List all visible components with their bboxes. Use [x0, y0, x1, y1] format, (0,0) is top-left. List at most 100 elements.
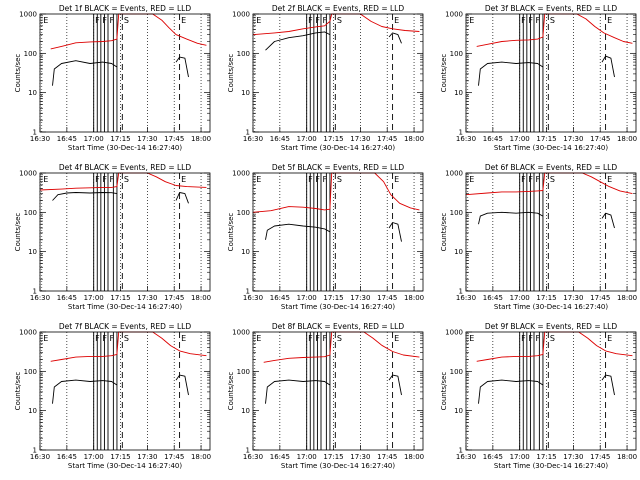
y-tick-label: 100	[237, 50, 250, 58]
panel-title: Det 8f BLACK = Events, RED = LLD	[272, 322, 405, 331]
event-marker-label: E	[469, 334, 474, 343]
lld-series-line	[263, 331, 420, 363]
lld-series-line	[252, 172, 420, 213]
x-tick-label: 17:15	[110, 294, 130, 302]
events-series-line	[52, 379, 118, 404]
plot-frame	[465, 172, 637, 292]
panel-6: Det 6f BLACK = Events, RED = LLD 1 10 100 10…	[440, 163, 637, 311]
y-tick-label: 10	[454, 89, 463, 97]
panel-7: Det 7f BLACK = Events, RED = LLD 1 10 100 10…	[14, 322, 211, 470]
x-tick-label: 16:30	[456, 294, 476, 302]
x-tick-label: 17:45	[164, 294, 184, 302]
x-tick-label: 16:30	[30, 453, 50, 461]
x-tick-label: 17:30	[137, 453, 157, 461]
x-tick-label: 17:30	[137, 294, 157, 302]
x-tick-label: 17:00	[510, 294, 530, 302]
event-marker-label: S	[550, 334, 555, 343]
x-tick-label: 17:00	[84, 453, 104, 461]
events-series-line	[478, 61, 544, 86]
events-series-line	[175, 192, 189, 204]
y-tick-label: 1	[459, 288, 463, 296]
x-tick-label: 18:00	[404, 294, 424, 302]
y-axis-label: Counts/sec	[440, 54, 448, 93]
event-marker-label: E	[469, 175, 474, 184]
y-tick-label: 1	[459, 447, 463, 455]
y-tick-label: 1	[33, 129, 37, 137]
y-tick-label: 1000	[232, 329, 250, 337]
x-tick-label: 17:30	[563, 453, 583, 461]
event-marker-label: S	[550, 175, 555, 184]
events-series-line	[265, 31, 331, 51]
plot-frame	[465, 13, 637, 133]
y-tick-label: 10	[241, 407, 250, 415]
x-tick-label: 16:45	[57, 135, 77, 143]
lld-series-line	[476, 331, 633, 362]
events-series-line	[601, 212, 615, 229]
plot-frame	[252, 13, 424, 133]
x-tick-label: 17:30	[563, 294, 583, 302]
event-marker-label: E	[43, 175, 48, 184]
events-series-line	[601, 374, 615, 396]
x-tick-label: 17:30	[350, 294, 370, 302]
events-series-line	[388, 222, 402, 242]
panel-title: Det 4f BLACK = Events, RED = LLD	[59, 163, 192, 172]
event-marker-label: F	[323, 334, 328, 343]
y-tick-label: 10	[241, 248, 250, 256]
event-marker-label: F	[323, 16, 328, 25]
event-marker-label: E	[181, 334, 186, 343]
x-tick-label: 17:45	[164, 453, 184, 461]
event-marker-label: F	[110, 334, 115, 343]
event-marker-label: F	[110, 16, 115, 25]
x-axis-label: Start Time (30-Dec-14 16:27:40)	[494, 303, 608, 311]
events-series-line	[265, 223, 331, 240]
y-tick-label: 100	[24, 209, 37, 217]
y-tick-label: 1	[246, 447, 250, 455]
x-tick-label: 17:45	[377, 294, 397, 302]
y-tick-label: 10	[454, 248, 463, 256]
x-axis-label: Start Time (30-Dec-14 16:27:40)	[281, 303, 395, 311]
x-tick-label: 16:30	[243, 453, 263, 461]
event-marker-label: S	[550, 16, 555, 25]
x-tick-label: 17:45	[590, 135, 610, 143]
x-tick-label: 17:15	[536, 453, 556, 461]
panel-title: Det 3f BLACK = Events, RED = LLD	[485, 4, 618, 13]
x-tick-label: 17:30	[137, 135, 157, 143]
y-tick-label: 100	[450, 50, 463, 58]
y-axis-label: Counts/sec	[227, 213, 235, 252]
x-tick-label: 17:00	[510, 453, 530, 461]
x-tick-label: 17:30	[563, 135, 583, 143]
x-tick-label: 16:30	[456, 135, 476, 143]
panel-title: Det 1f BLACK = Events, RED = LLD	[59, 4, 192, 13]
lld-series-line	[39, 172, 207, 191]
x-tick-label: 17:45	[590, 294, 610, 302]
x-tick-label: 17:30	[350, 135, 370, 143]
event-marker-label: F	[536, 175, 541, 184]
y-axis-label: Counts/sec	[14, 54, 22, 93]
event-marker-label: E	[181, 16, 186, 25]
y-tick-label: 1000	[19, 170, 37, 178]
panel-5: Det 5f BLACK = Events, RED = LLD 1 10 100 10…	[227, 163, 424, 311]
x-tick-label: 17:15	[110, 135, 130, 143]
y-tick-label: 1	[459, 129, 463, 137]
plot-frame	[252, 172, 424, 292]
plot-frame	[39, 331, 211, 451]
panel-1: Det 1f BLACK = Events, RED = LLD 1 10 100 10…	[14, 4, 211, 152]
x-axis-label: Start Time (30-Dec-14 16:27:40)	[281, 462, 395, 470]
x-tick-label: 17:45	[377, 453, 397, 461]
lld-series-line	[465, 172, 633, 196]
x-tick-label: 17:45	[590, 453, 610, 461]
x-tick-label: 16:45	[270, 294, 290, 302]
y-tick-label: 100	[24, 50, 37, 58]
x-tick-label: 17:00	[510, 135, 530, 143]
x-tick-label: 18:00	[617, 135, 637, 143]
panel-9: Det 9f BLACK = Events, RED = LLD 1 10 100 10…	[440, 322, 637, 470]
x-tick-label: 18:00	[191, 294, 211, 302]
x-axis-label: Start Time (30-Dec-14 16:27:40)	[494, 462, 608, 470]
y-tick-label: 1000	[445, 170, 463, 178]
panel-8: Det 8f BLACK = Events, RED = LLD 1 10 100 10…	[227, 322, 424, 470]
y-tick-label: 10	[28, 89, 37, 97]
event-marker-label: E	[43, 334, 48, 343]
y-tick-label: 1	[33, 447, 37, 455]
event-marker-label: S	[337, 175, 342, 184]
x-tick-label: 18:00	[404, 453, 424, 461]
